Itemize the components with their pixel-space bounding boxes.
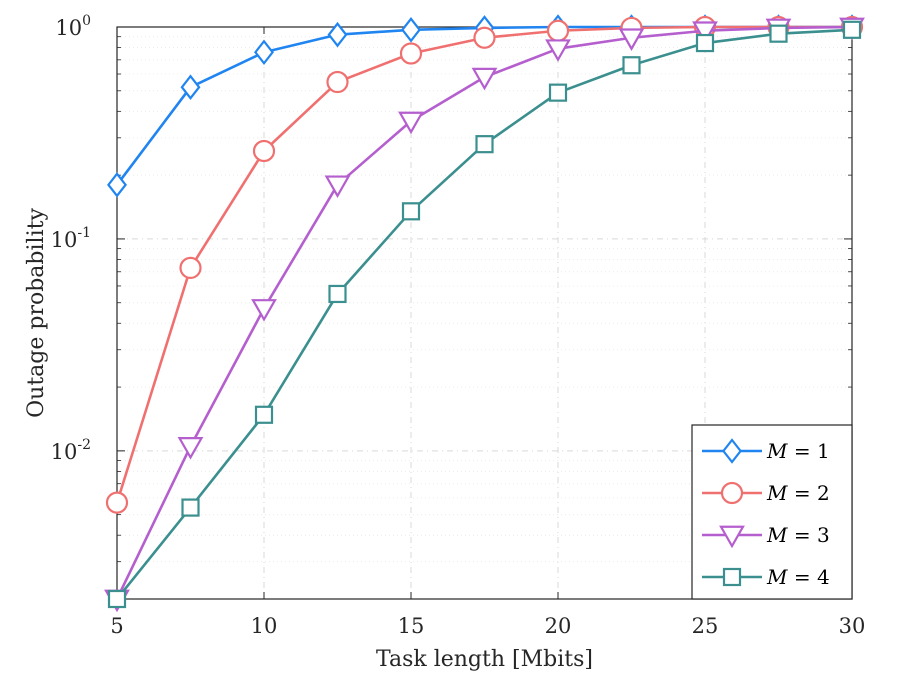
data-point — [324, 175, 351, 199]
y-tick-labels: 10-2 10-1 100 — [51, 13, 91, 464]
legend-entry: M = 1 — [702, 438, 830, 464]
data-point — [769, 24, 788, 43]
data-point — [327, 21, 348, 48]
data-point — [618, 28, 645, 51]
data-point — [471, 67, 498, 91]
data-point — [475, 135, 494, 154]
data-point — [252, 139, 276, 163]
data-point — [180, 74, 201, 100]
x-tick-label: 20 — [545, 614, 572, 638]
legend-box — [691, 424, 853, 600]
data-point — [545, 39, 571, 62]
x-tick-label: 25 — [692, 614, 719, 638]
data-point — [105, 491, 129, 514]
y-tick-label: 10-1 — [51, 225, 91, 252]
series-group — [104, 14, 865, 613]
data-point — [181, 498, 200, 517]
legend-label: M = 4 — [766, 565, 830, 589]
data-point — [842, 20, 862, 39]
data-point — [326, 70, 349, 94]
legend-marker — [722, 438, 742, 464]
x-axis-label: Task length [Mbits] — [376, 647, 593, 672]
series-m4 — [107, 20, 862, 609]
data-point — [254, 405, 274, 424]
legend-label: M = 1 — [766, 439, 830, 463]
data-point — [548, 83, 568, 102]
data-point — [107, 589, 127, 609]
y-tick-label: 10-2 — [51, 437, 91, 464]
data-point — [401, 202, 421, 221]
data-point — [107, 172, 127, 198]
data-point — [401, 17, 421, 43]
data-point — [251, 299, 277, 322]
legend-entry: M = 4 — [702, 565, 830, 589]
legend-marker — [722, 567, 742, 587]
x-tick-label: 10 — [251, 614, 278, 638]
legend-entry: M = 3 — [702, 523, 830, 549]
data-point — [692, 21, 718, 44]
y-axis-label: Outage probability — [24, 208, 49, 418]
legend-entry: M = 2 — [702, 481, 830, 505]
data-point — [179, 256, 202, 279]
x-tick-labels: 5 10 15 20 25 30 — [110, 614, 865, 638]
legend-label: M = 2 — [766, 481, 830, 505]
data-point — [254, 39, 274, 66]
data-point — [473, 26, 496, 49]
x-tick-label: 30 — [839, 614, 866, 638]
data-point — [695, 33, 715, 53]
x-tick-label: 15 — [398, 614, 425, 638]
legend: M = 1 M = 2 M = 3 M = 4 — [691, 424, 853, 600]
legend-label: M = 3 — [766, 523, 830, 547]
y-tick-label: 100 — [55, 13, 91, 40]
legend-marker — [720, 481, 744, 505]
legend-marker — [719, 525, 745, 549]
data-point — [177, 437, 204, 460]
data-point — [328, 284, 347, 304]
data-point — [622, 56, 641, 75]
data-point — [399, 42, 423, 65]
data-point — [546, 19, 570, 42]
data-point — [398, 111, 424, 135]
x-tick-label: 5 — [110, 614, 123, 638]
